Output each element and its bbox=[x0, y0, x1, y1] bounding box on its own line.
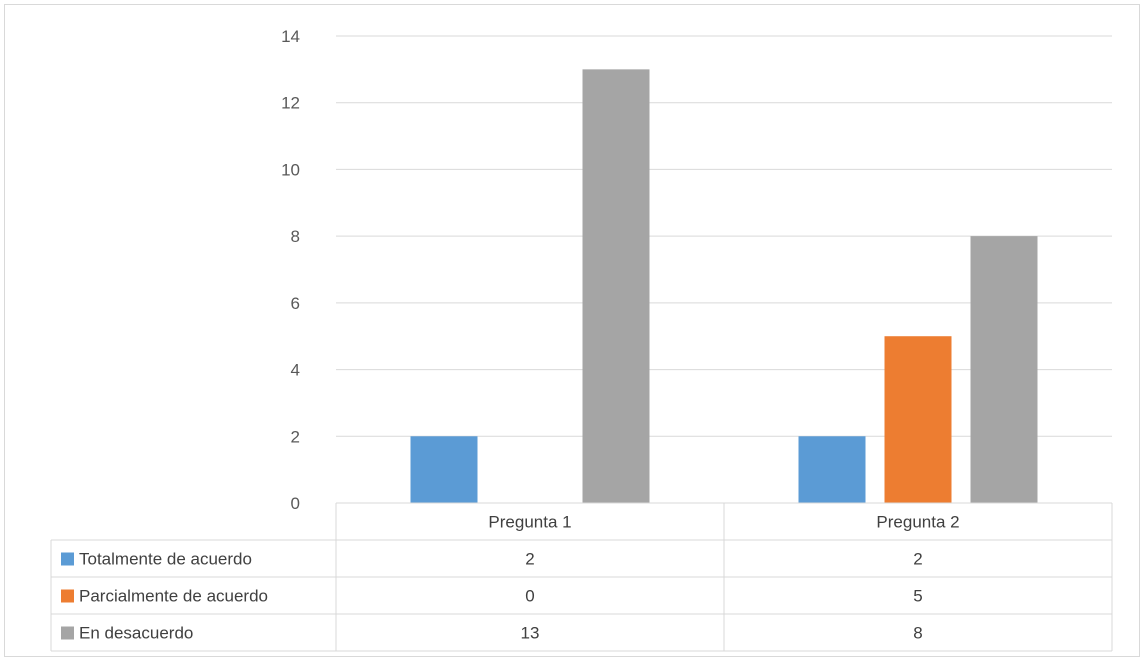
chart-frame bbox=[4, 4, 1140, 657]
y-tick-label: 8 bbox=[291, 227, 300, 246]
data-table: Pregunta 1 Pregunta 2 Totalmente de acuerd… bbox=[50, 502, 1113, 652]
y-axis-ticks: 0 2 4 6 8 10 12 14 bbox=[281, 27, 300, 513]
data-label: 0 bbox=[525, 587, 534, 606]
y-tick-label: 2 bbox=[291, 427, 300, 446]
bar bbox=[798, 436, 866, 503]
y-tick-label: 4 bbox=[291, 361, 300, 380]
legend-swatch bbox=[61, 552, 74, 566]
category-label: Pregunta 2 bbox=[876, 513, 959, 532]
y-tick-label: 14 bbox=[281, 27, 300, 46]
data-label: 2 bbox=[525, 550, 534, 569]
legend-label: Totalmente de acuerdo bbox=[79, 550, 252, 569]
y-tick-label: 12 bbox=[281, 94, 300, 113]
bars bbox=[410, 69, 1038, 503]
y-tick-label: 0 bbox=[291, 494, 300, 513]
y-tick-label: 6 bbox=[291, 294, 300, 313]
bar bbox=[970, 236, 1038, 503]
data-label: 5 bbox=[913, 587, 922, 606]
legend-label: En desacuerdo bbox=[79, 624, 193, 643]
data-label: 2 bbox=[913, 550, 922, 569]
category-label: Pregunta 1 bbox=[488, 513, 571, 532]
y-tick-label: 10 bbox=[281, 160, 300, 179]
bar bbox=[582, 69, 650, 503]
bar bbox=[884, 336, 952, 503]
data-label: 13 bbox=[521, 624, 540, 643]
legend-label: Parcialmente de acuerdo bbox=[79, 587, 268, 606]
bar bbox=[410, 436, 478, 503]
legend-swatch bbox=[61, 626, 74, 640]
legend-swatch bbox=[61, 589, 74, 603]
data-label: 8 bbox=[913, 624, 922, 643]
